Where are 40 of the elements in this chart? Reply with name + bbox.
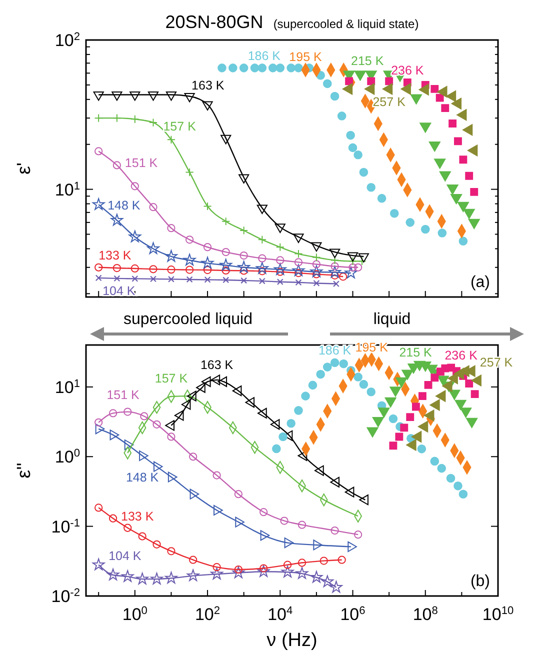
series-label: 157 K — [154, 371, 188, 386]
series-label: 215 K — [351, 54, 384, 68]
y-tick-label: 10$^{0}$ — [54, 448, 80, 467]
series-label: 195 K — [289, 50, 323, 64]
x-tick-label: 10$^{4}$ — [268, 605, 293, 624]
x-tick-label: 10$^{0}$ — [122, 605, 148, 624]
y-tick-label: 10$^{-2}$ — [51, 587, 80, 606]
series-label: 157 K — [163, 120, 197, 134]
x-tick-label: 10$^{8}$ — [412, 605, 438, 624]
annotation: (a) — [470, 274, 490, 291]
text: supercooled liquid — [124, 311, 252, 328]
series-label: 186 K — [248, 48, 282, 63]
series-label: 133 K — [121, 509, 154, 524]
y-tick-label: 10$^{2}$ — [54, 31, 80, 50]
series-label: 151 K — [124, 156, 158, 170]
x-tick-label: 10$^{2}$ — [194, 605, 220, 624]
y-tick-label: 10$^{1}$ — [54, 378, 80, 397]
x-axis-title: ν (Hz) — [266, 630, 318, 651]
series-label: 257 K — [372, 94, 406, 109]
series-label: 151 K — [106, 388, 140, 402]
series-label: 163 K — [192, 78, 225, 92]
series-label: 186 K — [318, 344, 352, 358]
x-tick-label: 10$^{10}$ — [482, 605, 514, 624]
y-tick-label: 10$^{-1}$ — [51, 517, 80, 536]
series-label: 148 K — [126, 470, 160, 485]
series-label: 104 K — [108, 548, 142, 563]
text: liquid — [373, 311, 411, 328]
series-label: 104 K — [102, 284, 136, 298]
chart-subtitle: (supercooled & liquid state) — [273, 17, 419, 31]
y-axis-title: ε'' — [14, 462, 35, 478]
x-tick-label: 10$^{6}$ — [340, 605, 366, 624]
series-label: 133 K — [98, 248, 132, 262]
y-axis-title: ε' — [14, 162, 35, 175]
chart-title: 20SN-80GN — [165, 12, 264, 32]
series-label: 163 K — [200, 358, 234, 372]
series-label: 215 K — [399, 345, 433, 360]
series-label: 236 K — [444, 348, 478, 363]
y-tick-label: 10$^{1}$ — [54, 180, 80, 200]
annotation: (b) — [470, 573, 490, 590]
series-label: 148 K — [108, 198, 141, 213]
